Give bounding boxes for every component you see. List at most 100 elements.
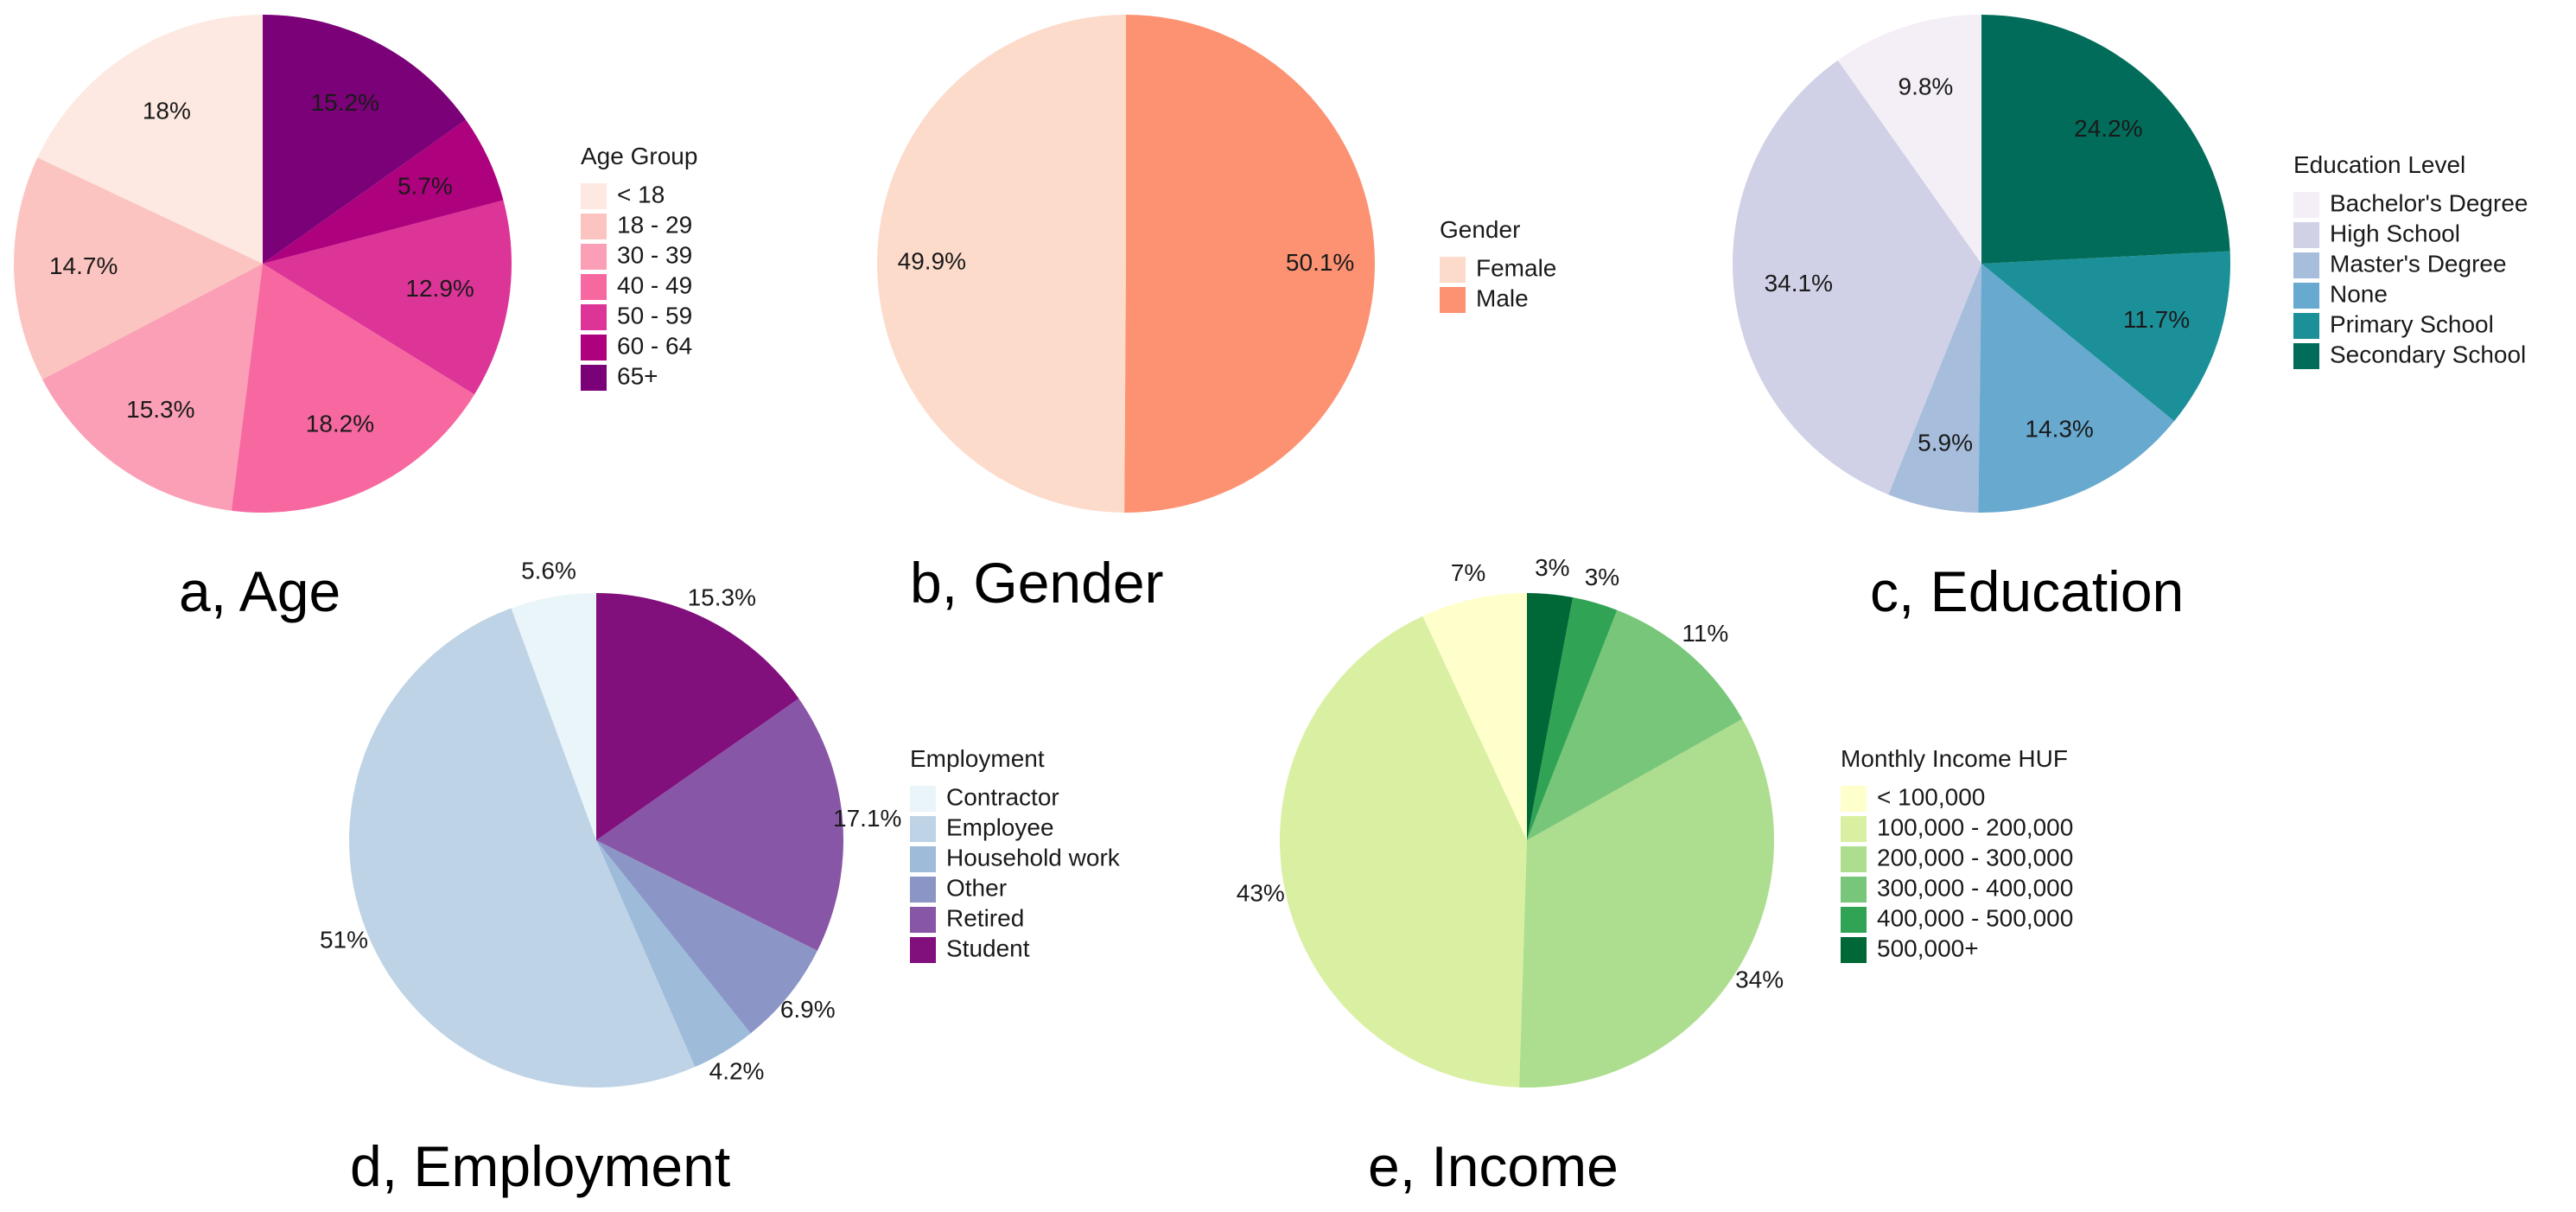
income-legend-label-4: 400,000 - 500,000 bbox=[1877, 904, 2073, 931]
age-legend-swatch-1 bbox=[581, 214, 607, 239]
education-slice-label-0: 9.8% bbox=[1899, 73, 1954, 99]
income-legend-swatch-5 bbox=[1841, 937, 1867, 963]
employment-legend-title: Employment bbox=[910, 745, 1045, 772]
education-panel: 9.8% 34.1% 5.9% 14.3% 11.7% 24.2% Education Le… bbox=[1733, 15, 2528, 623]
employment-slice-5 bbox=[596, 593, 799, 840]
age-legend-swatch-4 bbox=[581, 304, 607, 330]
age-slice-0 bbox=[37, 15, 263, 264]
gender-legend-label-0: Female bbox=[1476, 254, 1556, 281]
age-legend-label-6: 65+ bbox=[617, 362, 658, 389]
income-slice-label-1: 43% bbox=[1237, 880, 1285, 907]
gender-legend-swatch-1 bbox=[1440, 287, 1466, 313]
age-legend-swatch-2 bbox=[581, 244, 607, 270]
age-slice-label-3: 18.2% bbox=[306, 410, 374, 437]
income-legend-swatch-0 bbox=[1841, 786, 1867, 812]
employment-slice-4 bbox=[596, 698, 843, 951]
employment-slice-label-0: 5.6% bbox=[521, 558, 576, 584]
employment-legend-swatch-2 bbox=[910, 846, 936, 872]
education-caption: c, Education bbox=[1870, 559, 2184, 623]
age-slice-5 bbox=[263, 119, 504, 264]
income-slice-label-0: 7% bbox=[1451, 559, 1485, 586]
education-slice-1 bbox=[1733, 60, 1981, 495]
income-legend-label-0: < 100,000 bbox=[1877, 783, 1985, 810]
gender-slice-1 bbox=[1124, 15, 1375, 513]
education-legend-swatch-2 bbox=[2293, 252, 2319, 278]
education-slice-label-5: 24.2% bbox=[2074, 115, 2142, 142]
income-slice-3 bbox=[1527, 609, 1743, 840]
income-legend-label-1: 100,000 - 200,000 bbox=[1877, 813, 2073, 840]
income-legend-swatch-3 bbox=[1841, 877, 1867, 903]
age-slice-label-0: 18% bbox=[143, 97, 191, 124]
gender-slice-label-0: 49.9% bbox=[898, 248, 966, 275]
education-legend-label-3: None bbox=[2330, 280, 2388, 307]
age-legend-label-2: 30 - 39 bbox=[617, 241, 692, 268]
income-legend-title: Monthly Income HUF bbox=[1841, 745, 2068, 772]
age-legend-label-4: 50 - 59 bbox=[617, 302, 692, 329]
age-caption: a, Age bbox=[179, 559, 340, 623]
education-legend-label-2: Master's Degree bbox=[2330, 250, 2507, 277]
age-legend-label-3: 40 - 49 bbox=[617, 271, 692, 298]
employment-slice-label-1: 51% bbox=[320, 926, 368, 953]
income-legend-swatch-1 bbox=[1841, 816, 1867, 842]
employment-legend-swatch-3 bbox=[910, 877, 936, 903]
education-slice-2 bbox=[1888, 264, 1981, 513]
income-slice-0 bbox=[1422, 593, 1527, 840]
employment-panel: 5.6% 51% 4.2% 6.9% 17.1% 15.3% Employment Contr… bbox=[320, 558, 1121, 1198]
age-legend-title: Age Group bbox=[581, 143, 697, 169]
education-legend-title: Education Level bbox=[2293, 151, 2465, 178]
age-slice-label-5: 5.7% bbox=[398, 173, 453, 200]
employment-slice-3 bbox=[596, 840, 817, 1034]
employment-slice-1 bbox=[349, 608, 696, 1088]
income-legend-swatch-4 bbox=[1841, 907, 1867, 933]
education-legend-label-4: Primary School bbox=[2330, 310, 2494, 337]
employment-legend-label-2: Household work bbox=[946, 844, 1121, 871]
employment-slice-label-4: 17.1% bbox=[833, 805, 901, 832]
age-panel: 18% 14.7% 15.3% 18.2% 12.9% 5.7% 15.2% Age Grou… bbox=[14, 15, 697, 623]
employment-legend-swatch-1 bbox=[910, 816, 936, 842]
gender-legend-label-1: Male bbox=[1476, 284, 1529, 311]
education-legend-swatch-5 bbox=[2293, 343, 2319, 369]
employment-slice-2 bbox=[596, 840, 751, 1068]
income-slice-2 bbox=[1519, 718, 1774, 1088]
income-caption: e, Income bbox=[1368, 1134, 1619, 1198]
income-slice-label-2: 34% bbox=[1735, 966, 1784, 992]
income-legend-label-2: 200,000 - 300,000 bbox=[1877, 844, 2073, 871]
education-legend-label-0: Bachelor's Degree bbox=[2330, 189, 2528, 216]
age-slice-6 bbox=[263, 15, 467, 264]
employment-slice-label-5: 15.3% bbox=[688, 584, 756, 610]
age-legend-label-0: < 18 bbox=[617, 181, 665, 207]
employment-legend-label-3: Other bbox=[946, 874, 1007, 901]
education-slice-label-1: 34.1% bbox=[1765, 270, 1833, 297]
age-slice-4 bbox=[263, 200, 512, 395]
employment-caption: d, Employment bbox=[350, 1134, 730, 1198]
education-slice-4 bbox=[1981, 251, 2230, 422]
age-slice-1 bbox=[14, 157, 264, 380]
employment-legend-label-1: Employee bbox=[946, 813, 1054, 840]
age-legend-label-1: 18 - 29 bbox=[617, 211, 692, 238]
education-legend-label-1: High School bbox=[2330, 220, 2460, 246]
education-slice-label-4: 11.7% bbox=[2123, 306, 2190, 333]
education-legend-swatch-4 bbox=[2293, 313, 2319, 339]
age-slice-label-2: 15.3% bbox=[126, 396, 194, 423]
gender-panel: 49.9% 50.1% Gender Female Male b, Gender bbox=[876, 15, 1556, 615]
age-legend-swatch-3 bbox=[581, 274, 607, 300]
income-legend-label-5: 500,000+ bbox=[1877, 935, 1979, 961]
age-slice-label-1: 14.7% bbox=[49, 252, 118, 279]
education-slice-3 bbox=[1978, 264, 2175, 513]
employment-legend-label-4: Retired bbox=[946, 904, 1024, 931]
education-legend-swatch-3 bbox=[2293, 283, 2319, 309]
education-slice-0 bbox=[1837, 15, 1981, 264]
income-panel: 7% 43% 34% 11% 3% 3% Monthly Income HUF < 100,0… bbox=[1237, 554, 2074, 1198]
income-legend-swatch-2 bbox=[1841, 846, 1867, 872]
age-legend-swatch-6 bbox=[581, 365, 607, 391]
income-slice-1 bbox=[1280, 616, 1527, 1088]
education-legend-swatch-1 bbox=[2293, 222, 2319, 248]
age-slice-label-6: 15.2% bbox=[311, 89, 379, 116]
education-slice-label-2: 5.9% bbox=[1918, 429, 1973, 456]
employment-legend-label-5: Student bbox=[946, 935, 1030, 961]
gender-legend-title: Gender bbox=[1440, 216, 1520, 243]
age-slice-3 bbox=[231, 264, 475, 513]
gender-slice-0 bbox=[876, 15, 1126, 513]
employment-legend-swatch-4 bbox=[910, 907, 936, 933]
education-legend-label-5: Secondary School bbox=[2330, 341, 2526, 367]
